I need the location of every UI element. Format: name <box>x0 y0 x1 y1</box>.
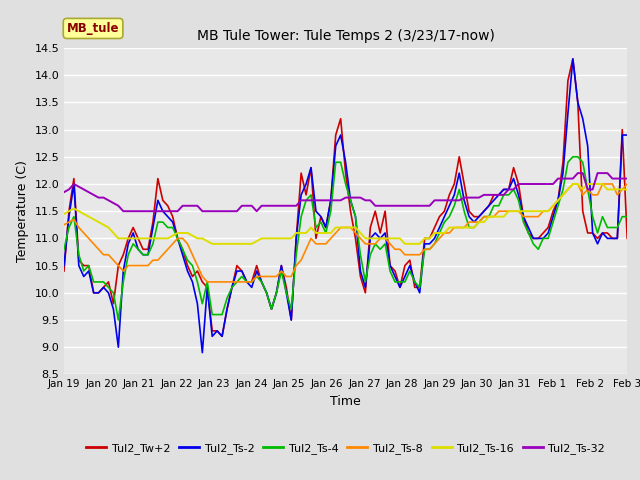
Legend: Tul2_Tw+2, Tul2_Ts-2, Tul2_Ts-4, Tul2_Ts-8, Tul2_Ts-16, Tul2_Ts-32: Tul2_Tw+2, Tul2_Ts-2, Tul2_Ts-4, Tul2_Ts… <box>82 439 609 458</box>
Title: MB Tule Tower: Tule Temps 2 (3/23/17-now): MB Tule Tower: Tule Temps 2 (3/23/17-now… <box>196 29 495 43</box>
Y-axis label: Temperature (C): Temperature (C) <box>16 160 29 262</box>
Text: MB_tule: MB_tule <box>67 22 119 35</box>
X-axis label: Time: Time <box>330 395 361 408</box>
